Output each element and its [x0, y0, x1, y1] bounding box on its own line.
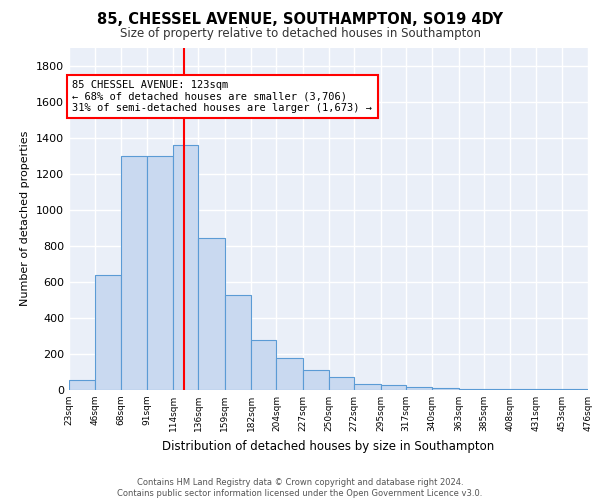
Bar [458, 388, 484, 390]
Bar [173, 145, 199, 390]
Bar [380, 386, 406, 390]
Bar [69, 380, 95, 390]
Text: 85, CHESSEL AVENUE, SOUTHAMPTON, SO19 4DY: 85, CHESSEL AVENUE, SOUTHAMPTON, SO19 4D… [97, 12, 503, 28]
Text: Size of property relative to detached houses in Southampton: Size of property relative to detached ho… [119, 28, 481, 40]
Bar [251, 340, 277, 390]
Bar [510, 389, 536, 390]
Bar [277, 358, 303, 390]
Bar [329, 378, 354, 390]
Bar [95, 274, 121, 390]
Bar [432, 388, 458, 390]
Bar [121, 156, 147, 390]
Bar [562, 389, 588, 390]
Y-axis label: Number of detached properties: Number of detached properties [20, 131, 31, 306]
Bar [225, 296, 251, 390]
Bar [406, 388, 432, 390]
Bar [484, 389, 510, 390]
Bar [199, 238, 225, 390]
Bar [536, 389, 562, 390]
Bar [354, 384, 380, 390]
X-axis label: Distribution of detached houses by size in Southampton: Distribution of detached houses by size … [163, 440, 494, 452]
Text: 85 CHESSEL AVENUE: 123sqm
← 68% of detached houses are smaller (3,706)
31% of se: 85 CHESSEL AVENUE: 123sqm ← 68% of detac… [73, 80, 373, 113]
Bar [147, 156, 173, 390]
Bar [303, 370, 329, 390]
Text: Contains HM Land Registry data © Crown copyright and database right 2024.
Contai: Contains HM Land Registry data © Crown c… [118, 478, 482, 498]
